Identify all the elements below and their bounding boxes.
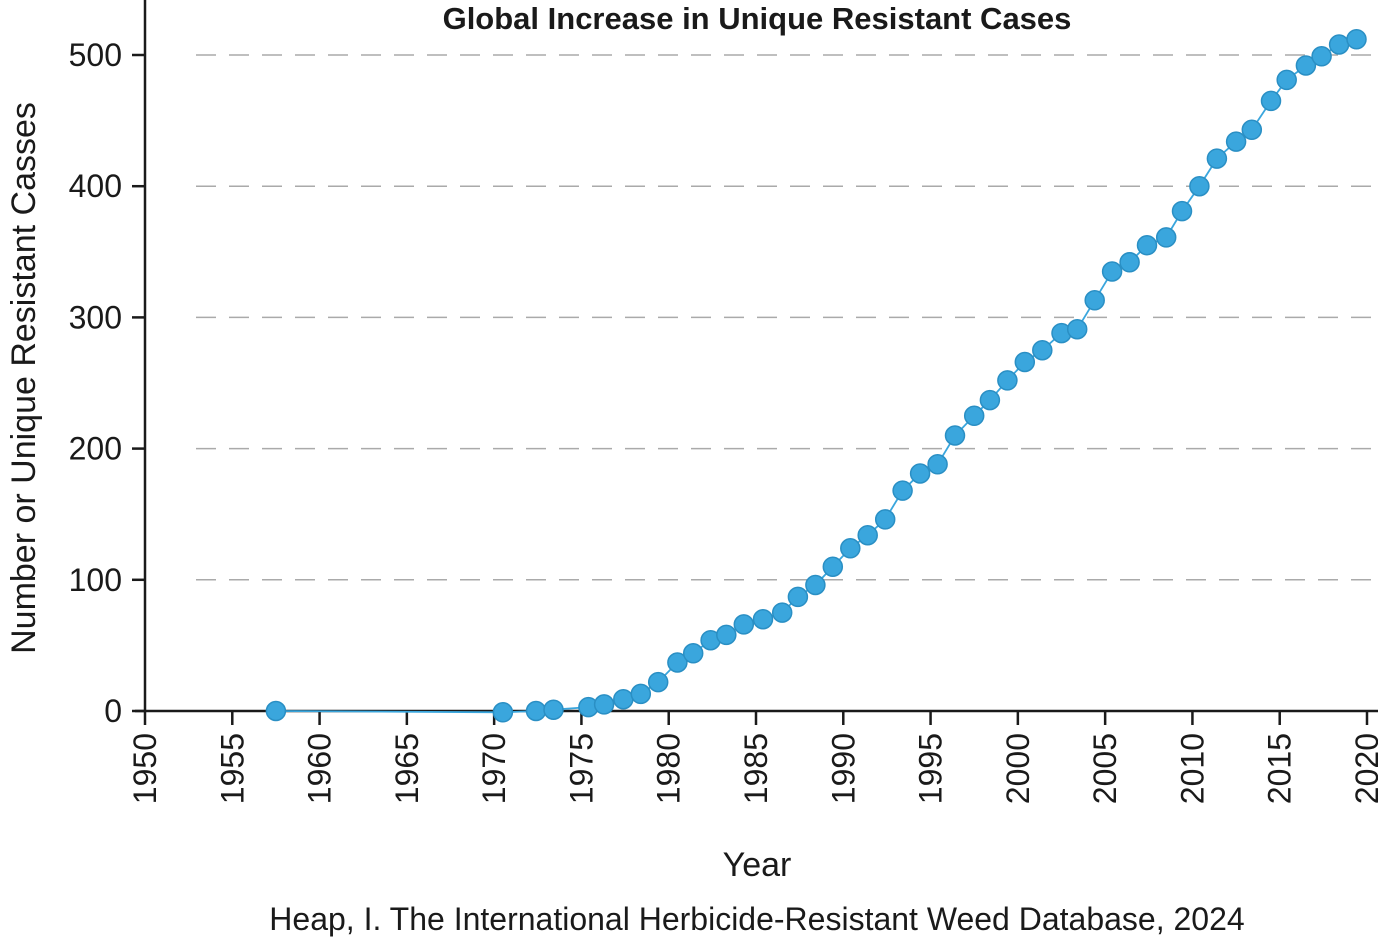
data-point	[613, 688, 634, 710]
x-tick-label: 2005	[1087, 733, 1123, 804]
data-point	[543, 699, 564, 720]
axes	[135, 0, 1378, 713]
data-point	[1014, 351, 1036, 373]
data-point	[1241, 119, 1263, 141]
y-tick-label: 400	[69, 168, 122, 204]
series-group	[265, 29, 1367, 723]
x-tick-label: 1960	[302, 733, 338, 804]
y-ticks: 0 100 200 300 400 500	[69, 37, 145, 729]
x-tick-label: 1980	[651, 733, 687, 804]
data-point	[787, 586, 809, 608]
x-tick-label: 1970	[476, 733, 512, 804]
data-point	[979, 389, 1001, 411]
data-point	[1119, 252, 1140, 273]
x-tick-label: 1975	[563, 733, 599, 804]
x-tick-label: 2015	[1262, 733, 1298, 804]
data-point	[593, 694, 615, 715]
y-tick-label: 300	[69, 299, 122, 335]
data-point	[1066, 318, 1088, 340]
x-tick-label: 1995	[913, 733, 949, 804]
data-point	[857, 524, 878, 546]
data-point	[716, 624, 737, 646]
x-ticks: 1950 1955 1960 1965 1970 1975 1980 1985 1990 1995…	[127, 711, 1378, 804]
y-tick-label: 0	[104, 693, 122, 729]
data-point	[733, 614, 755, 635]
data-point	[752, 608, 774, 630]
data-point	[1189, 175, 1210, 197]
data-point	[805, 574, 826, 596]
series-line	[275, 38, 1357, 714]
x-axis-label: Year	[723, 846, 792, 884]
data-point	[1084, 290, 1105, 311]
data-point	[525, 700, 547, 722]
data-point	[630, 683, 652, 705]
data-point	[822, 556, 844, 577]
data-point	[997, 370, 1018, 391]
data-point	[1206, 148, 1228, 169]
data-point	[1276, 69, 1297, 91]
data-point	[492, 702, 514, 723]
data-point	[1032, 339, 1053, 361]
x-tick-label: 1950	[127, 733, 163, 804]
data-point	[840, 538, 861, 559]
x-tick-label: 1990	[825, 733, 861, 804]
data-point	[1260, 90, 1282, 112]
data-point	[771, 602, 793, 623]
data-point	[944, 425, 966, 446]
x-tick-label: 1955	[214, 733, 250, 804]
data-point	[1101, 261, 1123, 282]
x-tick-label: 1985	[738, 733, 774, 804]
data-point	[927, 454, 948, 475]
y-tick-label: 500	[69, 37, 122, 73]
data-point	[909, 463, 931, 484]
data-point	[265, 700, 287, 722]
x-tick-label: 2000	[1000, 733, 1036, 804]
data-point	[647, 671, 669, 693]
x-tick-label: 2020	[1349, 733, 1378, 804]
data-point	[1225, 131, 1247, 152]
data-point	[667, 652, 688, 673]
y-axis-label: Number or Unique Resistant Casses	[5, 102, 43, 654]
data-point	[1171, 200, 1193, 222]
data-point	[1346, 29, 1367, 50]
y-tick-label: 200	[69, 431, 122, 467]
data-point	[963, 405, 985, 427]
chart-title: Global Increase in Unique Resistant Case…	[443, 1, 1072, 36]
source-note: Heap, I. The International Herbicide-Res…	[269, 901, 1244, 937]
grid-lines	[196, 54, 1378, 581]
x-tick-label: 2010	[1174, 733, 1210, 804]
data-point	[892, 480, 913, 501]
data-point	[682, 643, 704, 664]
data-point	[1136, 234, 1158, 256]
x-tick-label: 1965	[389, 733, 425, 804]
y-tick-label: 100	[69, 562, 122, 598]
data-point	[1328, 34, 1350, 55]
data-point	[874, 509, 896, 530]
data-point	[1155, 227, 1177, 248]
data-point	[1295, 55, 1317, 76]
data-point	[1311, 46, 1332, 67]
